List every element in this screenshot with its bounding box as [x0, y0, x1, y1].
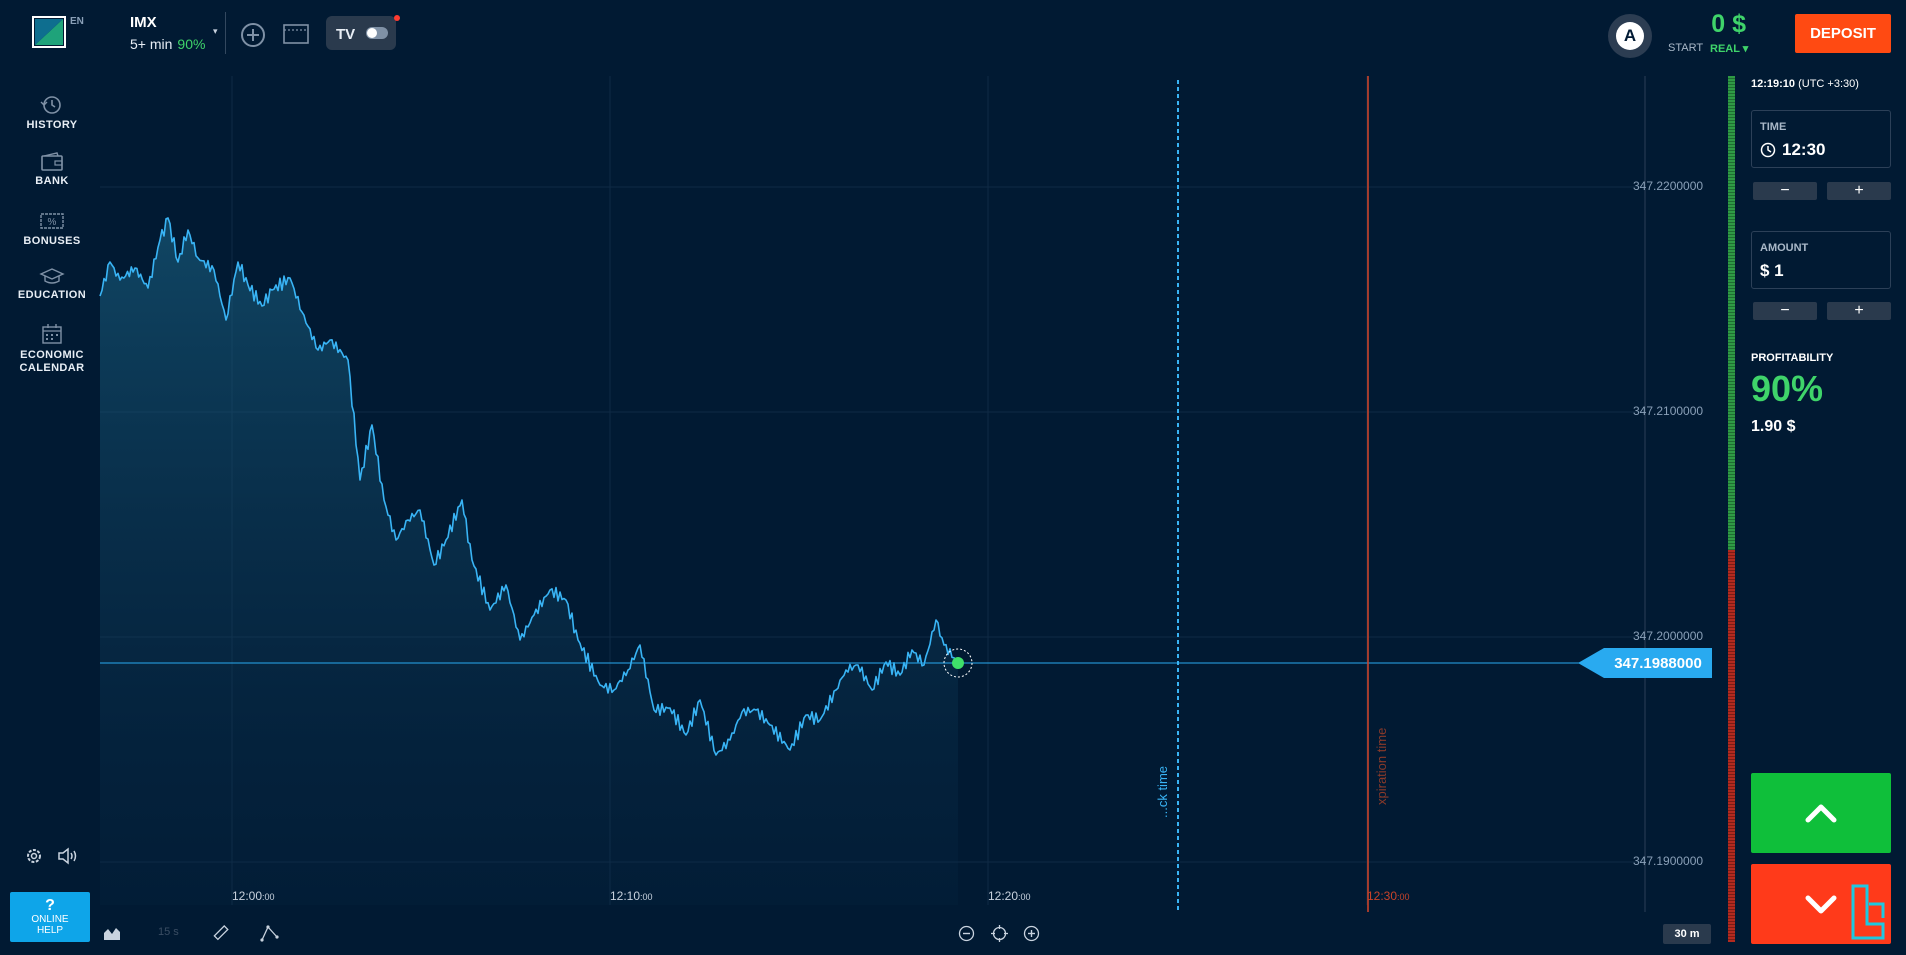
sidebar-item-label: CALENDAR: [19, 362, 85, 374]
time-increase-button[interactable]: +: [1827, 182, 1891, 200]
server-clock: 12:19:10 (UTC +3:30): [1751, 78, 1859, 90]
language-selector[interactable]: EN: [70, 16, 84, 27]
svg-text:%: %: [48, 217, 57, 228]
sidebar-item-label: ECONOMIC: [20, 349, 84, 361]
zoom-out-icon[interactable]: [958, 925, 975, 942]
help-icon: ?: [45, 897, 55, 914]
clock-timezone: (UTC +3:30): [1798, 78, 1859, 90]
avatar-letter: A: [1616, 22, 1644, 50]
chevron-down-icon[interactable]: ▾: [213, 26, 218, 36]
amount-field[interactable]: AMOUNT $ 1: [1751, 231, 1891, 289]
sidebar-item-economic-calendar[interactable]: ECONOMIC CALENDAR: [10, 322, 94, 375]
amount-value[interactable]: $ 1: [1760, 261, 1784, 280]
asset-details[interactable]: 5+ min 90%: [130, 36, 205, 52]
sidebar-item-label: HISTORY: [26, 119, 78, 131]
help-label-2: HELP: [36, 925, 64, 936]
x-tick-label: 12:30:00: [1367, 889, 1410, 903]
account-balance[interactable]: 0 $: [1711, 10, 1746, 38]
y-tick-label: 347.2200000: [1633, 179, 1703, 193]
call-up-button[interactable]: [1751, 773, 1891, 853]
sidebar-item-label: EDUCATION: [17, 289, 87, 301]
current-price-value: 347.1988000: [1614, 655, 1702, 672]
x-tick-label: 12:10:00: [610, 889, 653, 903]
tradingview-icon: TV: [336, 26, 388, 43]
asset-payout: 90%: [177, 36, 206, 52]
sound-icon[interactable]: [56, 846, 78, 866]
timer-label[interactable]: 15 s: [158, 926, 179, 938]
history-icon: [40, 96, 61, 114]
x-tick-label: 12:20:00: [988, 889, 1031, 903]
chevron-down-icon: [1805, 895, 1837, 914]
clock-icon: [1760, 142, 1776, 158]
account-type-real[interactable]: REAL ▾: [1710, 43, 1749, 55]
time-decrease-button[interactable]: −: [1753, 182, 1817, 200]
notification-dot: [394, 15, 400, 21]
clock-time: 12:19:10: [1751, 78, 1796, 90]
amount-decrease-button[interactable]: −: [1753, 302, 1817, 320]
sentiment-bar-up: [1728, 76, 1735, 550]
expiration-label: xpiration time: [1374, 728, 1389, 805]
sidebar-item-bank[interactable]: BANK: [10, 152, 94, 188]
timeframe-button[interactable]: 30 m: [1663, 924, 1711, 944]
calendar-icon: [42, 324, 62, 344]
layout-icon[interactable]: [283, 24, 309, 44]
profitability-label: PROFITABILITY: [1751, 352, 1834, 364]
sidebar-item-label: BONUSES: [23, 235, 81, 247]
add-asset-icon[interactable]: [240, 22, 266, 48]
purchase-deadline-label: ...ck time: [1155, 766, 1170, 818]
brand-logo[interactable]: [32, 16, 66, 48]
ruler-icon[interactable]: [211, 924, 229, 942]
zoom-in-icon[interactable]: [1023, 925, 1040, 942]
asset-duration: 5+ min: [130, 36, 173, 52]
price-line: [99, 217, 959, 756]
time-field[interactable]: TIME 12:30: [1751, 110, 1891, 168]
online-help-button[interactable]: ? ONLINE HELP: [10, 892, 90, 942]
time-label: TIME: [1760, 121, 1787, 133]
sidebar-item-label: BANK: [35, 175, 69, 187]
price-area: [100, 218, 958, 905]
y-tick-label: 347.2100000: [1633, 404, 1703, 418]
sentiment-bar-down: [1728, 550, 1735, 942]
watermark-logo-icon: [1851, 884, 1885, 940]
svg-text:TV: TV: [336, 26, 355, 43]
sidebar-item-history[interactable]: HISTORY: [10, 94, 94, 132]
amount-label: AMOUNT: [1760, 242, 1809, 254]
sidebar-item-education[interactable]: EDUCATION: [10, 266, 94, 302]
current-point: [943, 648, 973, 678]
gear-icon[interactable]: [24, 846, 44, 866]
deposit-button[interactable]: DEPOSIT: [1795, 14, 1891, 53]
chevron-up-icon: [1805, 804, 1837, 823]
price-tag: 347.1988000: [1578, 648, 1712, 678]
x-tick-label: 12:00:00: [232, 889, 275, 903]
account-type-start[interactable]: START: [1668, 42, 1704, 54]
y-tick-label: 347.1900000: [1633, 854, 1703, 868]
sidebar-item-bonuses[interactable]: % BONUSES: [10, 210, 94, 248]
percent-ticket-icon: %: [40, 213, 64, 229]
profitability-percent: 90%: [1751, 368, 1824, 409]
amount-increase-button[interactable]: +: [1827, 302, 1891, 320]
graduation-cap-icon: [39, 268, 65, 284]
y-tick-label: 347.2000000: [1633, 629, 1703, 643]
area-chart-icon[interactable]: [103, 925, 121, 941]
divider: [225, 12, 226, 54]
asset-name[interactable]: IMX: [130, 14, 157, 31]
drawing-tools-icon[interactable]: [260, 923, 280, 943]
avatar[interactable]: A: [1608, 14, 1652, 58]
profit-amount: 1.90 $: [1751, 418, 1796, 435]
wallet-icon: [41, 152, 63, 171]
tradingview-toggle[interactable]: TV: [326, 16, 396, 50]
help-label-1: ONLINE: [31, 914, 69, 925]
center-chart-icon[interactable]: [990, 924, 1009, 943]
time-value: 12:30: [1782, 140, 1826, 159]
